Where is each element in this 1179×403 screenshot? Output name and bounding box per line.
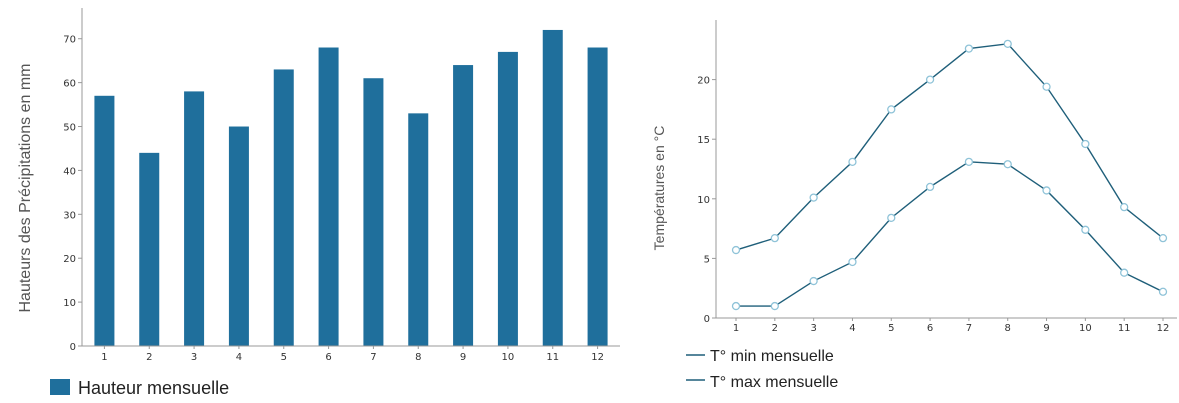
line-x-tick-label: 11 xyxy=(1118,323,1131,334)
line-point-min-7 xyxy=(964,157,974,166)
line-point-min-8 xyxy=(1003,160,1012,169)
line-y-axis-title: Températures en °C xyxy=(651,126,667,251)
line-x-tick-label: 5 xyxy=(888,323,894,334)
bar-legend-label: Hauteur mensuelle xyxy=(78,378,229,398)
bar-month-4 xyxy=(228,126,249,347)
bar-month-6 xyxy=(318,47,339,346)
bar-y-tick-label: 70 xyxy=(63,35,76,46)
line-y-tick-label: 5 xyxy=(704,254,710,265)
line-point-max-3 xyxy=(809,193,818,202)
bar-y-tick-label: 20 xyxy=(63,254,76,265)
line-point-max-6 xyxy=(925,75,935,84)
line-point-min-9 xyxy=(1042,186,1051,195)
line-series-max xyxy=(735,43,1164,251)
line-x-tick-label: 1 xyxy=(733,323,739,334)
line-point-max-2 xyxy=(770,233,779,243)
bar-series xyxy=(94,29,608,347)
line-point-max-7 xyxy=(964,44,974,53)
line-y-tick-label: 10 xyxy=(697,195,710,206)
bar-y-tick-label: 0 xyxy=(70,342,76,353)
bar-month-2 xyxy=(139,152,160,346)
line-x-tick-label: 6 xyxy=(927,323,933,334)
bar-month-1 xyxy=(94,95,115,346)
line-point-max-5 xyxy=(887,105,896,114)
bar-month-5 xyxy=(273,69,294,347)
line-point-max-4 xyxy=(848,157,857,166)
bar-x-ticks: 1 2 3 4 5 6 7 8 9 10 11 12 xyxy=(101,346,604,363)
line-point-max-8 xyxy=(1003,39,1012,48)
bar-y-tick-label: 40 xyxy=(63,166,76,177)
line-x-tick-label: 9 xyxy=(1043,323,1049,334)
line-y-tick-label: 20 xyxy=(697,76,710,87)
line-legend-label-max: T° max mensuelle xyxy=(710,374,838,391)
bar-month-9 xyxy=(453,65,474,346)
line-point-min-2 xyxy=(770,301,779,311)
bar-x-tick-label: 4 xyxy=(236,352,242,363)
line-point-min-5 xyxy=(887,213,896,223)
line-x-tick-label: 3 xyxy=(810,323,816,334)
line-point-max-11 xyxy=(1120,202,1129,212)
bar-x-tick-label: 6 xyxy=(325,352,331,363)
bar-month-7 xyxy=(363,78,384,346)
bar-x-tick-label: 5 xyxy=(281,352,287,363)
bar-y-axis-title: Hauteurs des Précipitations en mm xyxy=(17,64,34,313)
line-point-max-12 xyxy=(1158,233,1168,243)
bar-x-tick-label: 8 xyxy=(415,352,421,363)
line-y-tick-label: 0 xyxy=(704,314,710,325)
line-series-min xyxy=(736,161,1164,307)
bar-y-tick-label: 50 xyxy=(63,123,76,134)
line-x-tick-label: 8 xyxy=(1005,323,1011,334)
bar-y-tick-label: 60 xyxy=(63,79,76,90)
line-point-max-10 xyxy=(1081,139,1090,149)
line-x-tick-label: 2 xyxy=(772,323,778,334)
line-point-min-11 xyxy=(1120,268,1129,277)
line-point-min-10 xyxy=(1081,225,1090,234)
line-y-tick-label: 15 xyxy=(697,135,710,146)
bar-x-tick-label: 9 xyxy=(460,352,466,363)
line-point-min-1 xyxy=(731,301,741,311)
bar-y-tick-label: 30 xyxy=(63,210,76,221)
line-x-tick-label: 4 xyxy=(849,323,855,334)
line-x-tick-label: 7 xyxy=(966,323,972,334)
bar-x-tick-label: 3 xyxy=(191,352,197,363)
line-point-max-1 xyxy=(731,245,741,255)
bar-month-11 xyxy=(542,29,563,346)
line-point-min-12 xyxy=(1158,287,1168,296)
line-series xyxy=(731,39,1168,311)
bar-legend-swatch xyxy=(50,379,70,395)
precipitation-bar-chart: Hauteurs des Précipitations en mm 0 10 20 3… xyxy=(17,8,620,398)
bar-x-tick-label: 12 xyxy=(591,352,604,363)
bar-x-tick-label: 1 xyxy=(101,352,107,363)
line-point-max-9 xyxy=(1042,82,1051,91)
line-point-min-3 xyxy=(809,276,818,286)
bar-x-tick-label: 11 xyxy=(546,352,559,363)
line-x-tick-label: 10 xyxy=(1079,323,1092,334)
bar-month-12 xyxy=(587,47,608,346)
bar-x-tick-label: 2 xyxy=(146,352,152,363)
bar-month-3 xyxy=(184,91,205,347)
bar-x-tick-label: 7 xyxy=(370,352,376,363)
line-point-min-4 xyxy=(848,257,857,267)
line-point-min-6 xyxy=(925,182,935,192)
line-x-tick-label: 12 xyxy=(1157,323,1170,334)
bar-month-10 xyxy=(497,51,518,346)
bar-month-8 xyxy=(408,113,429,346)
line-x-ticks: 1 2 3 4 5 6 7 8 9 10 11 12 xyxy=(733,318,1170,334)
line-legend-label-min: T° min mensuelle xyxy=(710,348,834,365)
bar-x-tick-label: 10 xyxy=(502,352,515,363)
bar-y-ticks: 0 10 20 30 40 50 60 70 xyxy=(63,35,82,353)
line-y-ticks: 0 5 10 15 20 xyxy=(697,76,716,325)
bar-y-tick-label: 10 xyxy=(63,298,76,309)
